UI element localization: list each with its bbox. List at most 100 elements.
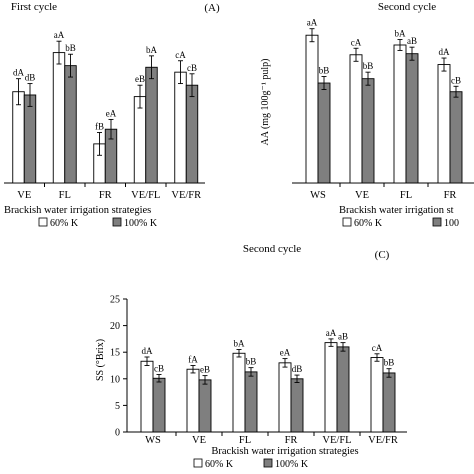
- significance-letter: bB: [384, 358, 395, 368]
- legend-label: 60% K: [50, 218, 79, 229]
- bar-ve-fl-60k: [324, 342, 338, 433]
- panel-c-second-cycle-ss: Second cycle (C) SS (°Brix) 0 5 10 15 20 25 dA fA b…: [95, 243, 407, 470]
- y-tick-label: 20: [110, 321, 120, 332]
- significance-letter: dA: [13, 68, 25, 78]
- bar-fl-100k: [64, 65, 77, 184]
- significance-letter: eA: [280, 348, 291, 358]
- significance-letter: bB: [363, 61, 374, 71]
- significance-letter: aA: [307, 18, 318, 28]
- legend-swatch: [38, 217, 48, 227]
- y-tick-label: 15: [110, 348, 120, 359]
- bar-ve-60k: [12, 91, 25, 184]
- significance-letter: aB: [407, 36, 417, 46]
- significance-letter: dA: [142, 346, 154, 356]
- chart-title: Second cycle: [243, 243, 301, 255]
- significance-letter: aA: [326, 328, 337, 338]
- significance-letter: cB: [187, 63, 197, 73]
- bar-fr-100k: [449, 91, 463, 184]
- bar-ve-100k: [361, 78, 375, 184]
- x-axis-label: Brackish water irrigation st: [339, 205, 454, 216]
- y-axis-label: SS (°Brix): [95, 339, 106, 381]
- significance-letter: fB: [95, 121, 104, 131]
- significance-letter: bA: [234, 339, 246, 349]
- legend-label: 100: [444, 218, 459, 229]
- bar-ve-fl-60k: [133, 96, 147, 184]
- x-tick-label: VE: [355, 190, 369, 201]
- x-tick-label: VE: [192, 435, 206, 446]
- significance-letter: bA: [146, 45, 158, 55]
- significance-letter: cA: [175, 50, 186, 60]
- significance-letter: dA: [439, 47, 451, 57]
- x-tick-label: FL: [400, 190, 412, 201]
- legend-swatch: [342, 217, 352, 227]
- x-tick-label: FR: [444, 190, 457, 201]
- legend-label: 60% K: [354, 218, 383, 229]
- significance-letter: eB: [135, 74, 145, 84]
- legend-swatch: [263, 458, 273, 468]
- panel-label: (C): [375, 249, 390, 261]
- x-tick-label: WS: [310, 190, 326, 201]
- y-axis-label: AA (mg 100g⁻¹ pulp): [260, 59, 271, 146]
- x-tick-label: VE/FL: [322, 435, 351, 446]
- legend-swatch: [112, 217, 122, 227]
- bar-ws-60k: [140, 360, 154, 433]
- panel-b-second-cycle-aa: Second cycle AA (mg 100g⁻¹ pulp) aA cA bA dA b…: [260, 1, 474, 229]
- significance-letter: cB: [451, 75, 461, 85]
- significance-letter: cB: [154, 364, 164, 374]
- bar-ve-fr-60k: [174, 71, 187, 184]
- significance-letter: dB: [25, 73, 36, 83]
- x-tick-label: FL: [59, 190, 71, 201]
- x-tick-label: FR: [99, 190, 112, 201]
- legend-label: 100% K: [124, 218, 158, 229]
- bar-ve-fr-100k: [382, 372, 396, 433]
- bar-ve-60k: [349, 54, 363, 184]
- significance-letter: cA: [351, 37, 362, 47]
- y-tick-label: 0: [115, 428, 120, 439]
- legend-label: 100% K: [275, 459, 309, 470]
- bar-fr-60k: [437, 64, 451, 184]
- significance-letter: aA: [54, 30, 65, 40]
- significance-letter: eA: [106, 108, 117, 118]
- y-tick-label: 10: [110, 374, 120, 385]
- x-tick-label: VE/FR: [368, 435, 398, 446]
- bar-ve-fr-100k: [185, 84, 199, 184]
- x-tick-label: FR: [285, 435, 298, 446]
- significance-letter: bB: [319, 66, 330, 76]
- significance-letter: eB: [200, 365, 210, 375]
- bar-fl-60k: [393, 44, 407, 184]
- x-tick-label: FL: [239, 435, 251, 446]
- bar-ve-60k: [186, 368, 200, 433]
- x-tick-label: VE: [17, 190, 31, 201]
- bar-ws-60k: [305, 34, 319, 184]
- x-axis-label: Brackish water irrigation strategies: [211, 446, 358, 457]
- x-tick-label: VE/FL: [131, 190, 160, 201]
- significance-letter: cA: [372, 343, 383, 353]
- bar-ve-100k: [198, 379, 212, 433]
- legend-label: 60% K: [205, 459, 234, 470]
- significance-letter: bA: [395, 29, 407, 39]
- x-axis-label: Brackish water irrigation strategies: [4, 205, 151, 216]
- significance-letter: fA: [188, 355, 198, 365]
- x-tick-label: WS: [145, 435, 161, 446]
- x-tick-label: VE/FR: [171, 190, 201, 201]
- significance-letter: dB: [292, 364, 303, 374]
- y-tick-label: 25: [110, 295, 120, 306]
- chart-title: Second cycle: [378, 1, 436, 13]
- significance-letter: bB: [246, 357, 257, 367]
- legend-swatch: [432, 217, 442, 227]
- bar-ve-fr-60k: [370, 357, 384, 433]
- bar-ve-fl-100k: [336, 346, 350, 433]
- bar-ws-100k: [152, 377, 166, 433]
- bar-ws-100k: [317, 82, 331, 184]
- bar-fl-60k: [232, 352, 246, 433]
- bar-fl-60k: [52, 52, 66, 184]
- significance-letter: bB: [65, 43, 76, 53]
- panel-a-first-cycle: First cycle (A) dA aA fB eB cA dB bB eA bA cB VE FL FR…: [4, 1, 220, 229]
- legend-swatch: [193, 458, 203, 468]
- significance-letter: aB: [338, 332, 348, 342]
- bar-ve-fl-100k: [145, 66, 158, 184]
- y-tick-label: 5: [115, 401, 120, 412]
- bar-fl-100k: [405, 53, 419, 184]
- panel-label: (A): [204, 2, 220, 14]
